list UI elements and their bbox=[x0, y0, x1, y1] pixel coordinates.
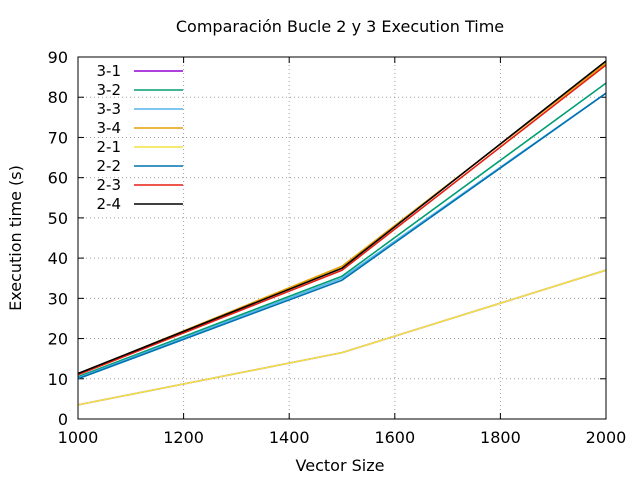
x-tick-label: 1200 bbox=[163, 428, 204, 447]
x-tick-label: 1000 bbox=[58, 428, 99, 447]
series-line-2-1 bbox=[77, 269, 607, 406]
y-tick-label: 0 bbox=[58, 410, 68, 429]
y-tick-label: 60 bbox=[48, 169, 68, 188]
series-line-2-2 bbox=[77, 92, 607, 380]
x-tick-label: 1600 bbox=[374, 428, 415, 447]
x-tick-label: 1800 bbox=[480, 428, 521, 447]
legend-label-3-4: 3-4 bbox=[97, 119, 122, 137]
y-tick-label: 40 bbox=[48, 249, 68, 268]
series-line-2-4 bbox=[77, 60, 607, 375]
series-line-3-2 bbox=[77, 82, 607, 378]
y-tick-label: 90 bbox=[48, 48, 68, 67]
legend-label-3-2: 3-2 bbox=[97, 81, 122, 99]
x-tick-label: 2000 bbox=[586, 428, 627, 447]
y-tick-label: 30 bbox=[48, 289, 68, 308]
y-tick-label: 80 bbox=[48, 88, 68, 107]
y-tick-label: 50 bbox=[48, 209, 68, 228]
y-tick-label: 70 bbox=[48, 128, 68, 147]
series-line-3-3 bbox=[77, 92, 607, 379]
series-line-2-3 bbox=[77, 64, 607, 376]
x-tick-label: 1400 bbox=[269, 428, 310, 447]
x-axis-label: Vector Size bbox=[296, 456, 385, 475]
plot-border bbox=[77, 56, 607, 420]
y-axis-label: Execution time (s) bbox=[6, 165, 25, 311]
legend-label-3-1: 3-1 bbox=[97, 62, 122, 80]
legend-label-3-3: 3-3 bbox=[97, 100, 122, 118]
y-axis: 0 10 20 30 40 50 60 70 80 90 bbox=[48, 48, 606, 429]
series-line-3-1 bbox=[77, 269, 607, 406]
legend-label-2-3: 2-3 bbox=[97, 176, 122, 194]
series-group bbox=[77, 60, 607, 406]
y-tick-label: 10 bbox=[48, 370, 68, 389]
legend-label-2-1: 2-1 bbox=[97, 138, 122, 156]
legend-label-2-4: 2-4 bbox=[97, 195, 122, 213]
y-tick-label: 20 bbox=[48, 330, 68, 349]
x-axis: 1000 1200 1400 1600 1800 2000 bbox=[58, 57, 627, 447]
chart-title: Comparación Bucle 2 y 3 Execution Time bbox=[176, 17, 504, 36]
legend: 3-13-23-33-42-12-22-32-4 bbox=[97, 62, 183, 213]
grid bbox=[78, 57, 606, 419]
legend-label-2-2: 2-2 bbox=[97, 157, 122, 175]
